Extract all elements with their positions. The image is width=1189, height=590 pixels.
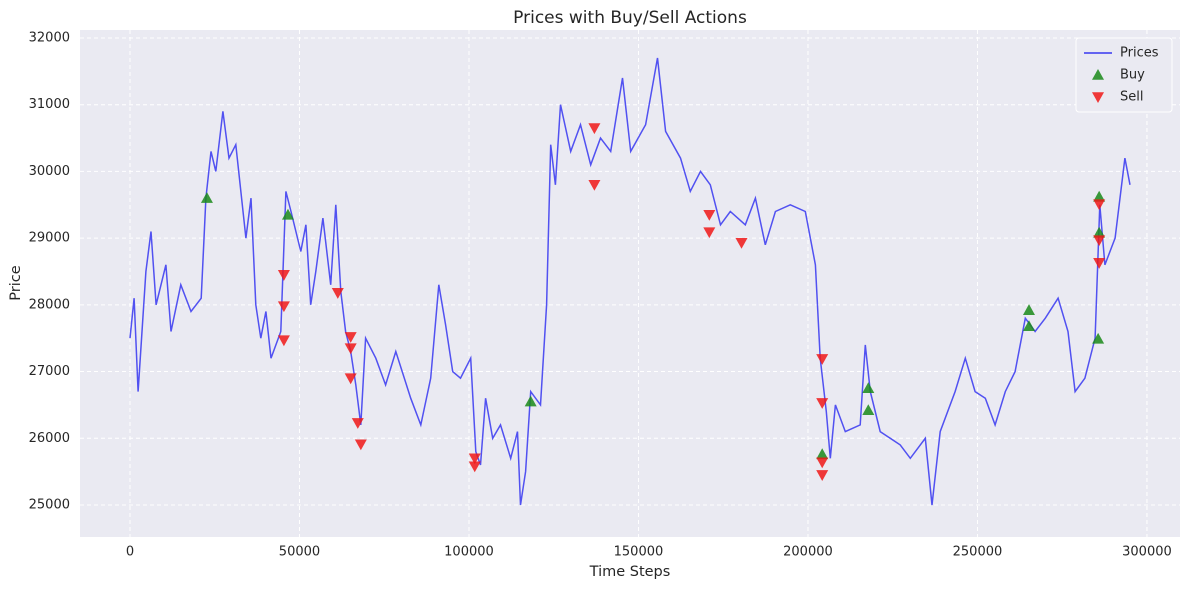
y-tick-label: 25000 <box>29 497 70 512</box>
sell-marker <box>351 418 364 429</box>
buy-marker <box>281 208 294 220</box>
x-tick-label: 250000 <box>953 545 1003 560</box>
y-axis-label: Price <box>8 265 24 300</box>
sell-marker <box>816 398 829 409</box>
sell-marker <box>816 470 829 481</box>
plot-area <box>80 30 1180 537</box>
buy-marker <box>816 448 829 460</box>
sell-marker <box>816 457 829 469</box>
buy-marker <box>1093 190 1106 202</box>
sell-marker <box>331 288 344 299</box>
sell-marker <box>1093 258 1106 269</box>
sell-marker <box>1093 235 1106 247</box>
sell-marker <box>703 227 716 239</box>
y-tick-label: 26000 <box>29 431 70 446</box>
legend-label: Buy <box>1120 68 1145 83</box>
x-axis-label: Time Steps <box>589 564 671 580</box>
buy-marker <box>1092 332 1105 344</box>
sell-marker <box>816 354 829 365</box>
legend-marker <box>1092 92 1104 103</box>
buy-marker <box>862 382 875 394</box>
buy-marker <box>862 404 875 416</box>
sell-marker <box>703 209 716 221</box>
sell-marker <box>1093 199 1106 211</box>
legend-marker <box>1092 69 1104 80</box>
x-tick-label: 200000 <box>783 545 833 560</box>
buy-marker <box>1093 226 1106 238</box>
y-tick-label: 30000 <box>29 164 70 179</box>
x-tick-label: 0 <box>126 545 134 560</box>
sell-marker <box>277 335 290 347</box>
sell-marker <box>588 123 601 135</box>
price-line <box>129 57 1131 506</box>
y-tick-label: 29000 <box>29 231 70 246</box>
legend-label: Sell <box>1120 90 1143 105</box>
sell-marker <box>344 373 357 385</box>
y-tick-label: 28000 <box>29 297 70 312</box>
sell-marker <box>588 179 601 191</box>
sell-marker <box>468 453 481 465</box>
x-tick-label: 300000 <box>1122 545 1172 560</box>
chart-title: Prices with Buy/Sell Actions <box>513 8 747 28</box>
y-tick-label: 31000 <box>29 97 70 112</box>
sell-marker <box>277 270 290 281</box>
legend-label: Prices <box>1120 46 1159 61</box>
y-tick-label: 32000 <box>29 31 70 46</box>
sell-marker <box>344 332 357 343</box>
buy-marker <box>524 395 537 407</box>
y-tick-label: 27000 <box>29 364 70 379</box>
buy-marker <box>1022 304 1035 315</box>
x-tick-label: 50000 <box>279 545 320 560</box>
x-tick-label: 150000 <box>614 545 664 560</box>
sell-marker <box>344 343 357 355</box>
sell-marker <box>468 461 481 473</box>
sell-marker <box>735 238 748 249</box>
buy-marker <box>1022 320 1035 331</box>
x-tick-label: 100000 <box>444 545 494 560</box>
sell-marker <box>354 439 367 451</box>
buy-marker <box>200 192 213 203</box>
sell-marker <box>277 301 290 313</box>
